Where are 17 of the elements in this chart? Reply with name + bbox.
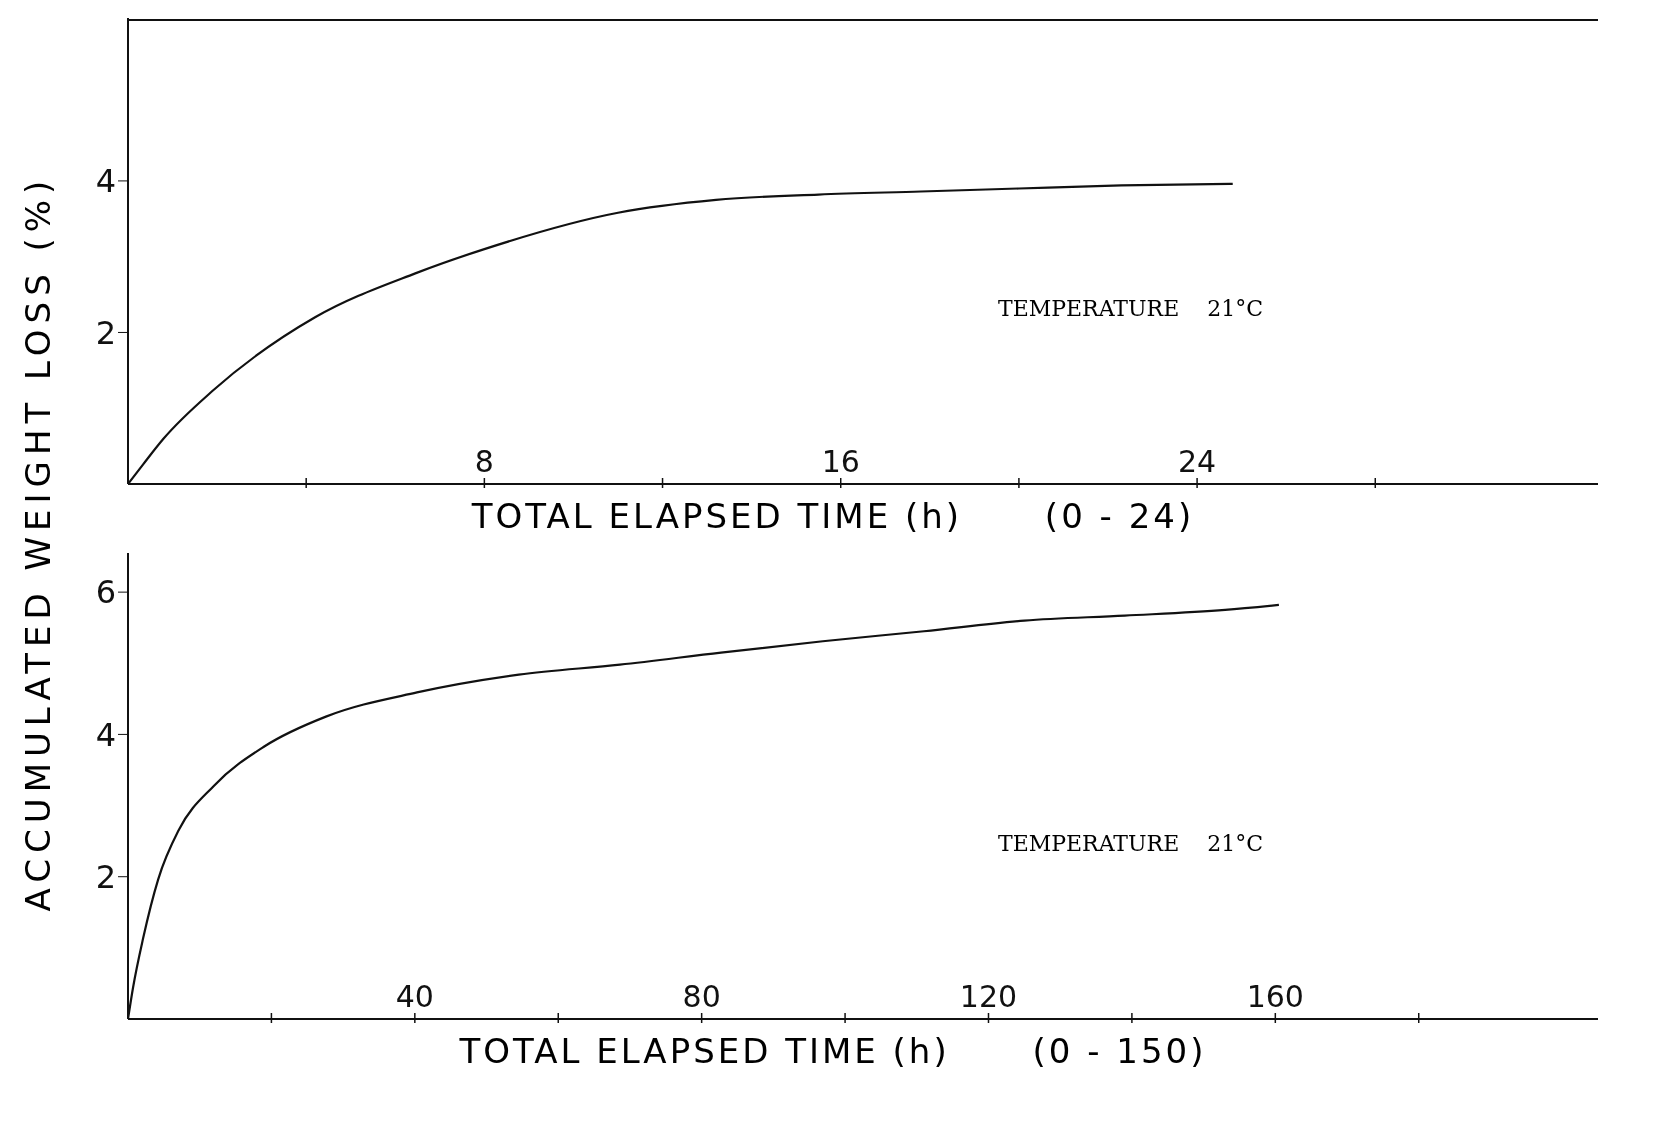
y-tick-label: 2 xyxy=(95,858,116,897)
x-tick-label: 160 xyxy=(1246,979,1304,1014)
x-tick-label: 40 xyxy=(395,979,434,1014)
x-tick-label: 16 xyxy=(821,444,860,479)
y-axis-title: ACCUMULATED WEIGHT LOSS (%) xyxy=(18,174,58,912)
x-tick-label: 24 xyxy=(1178,444,1217,479)
annotation: TEMPERATURE 21°C xyxy=(998,296,1264,321)
x-tick-label: 8 xyxy=(474,444,494,479)
x-tick-label: 80 xyxy=(682,979,721,1014)
annotation: TEMPERATURE 21°C xyxy=(998,831,1264,856)
x-axis-title: TOTAL ELAPSED TIME (h) (0 - 150) xyxy=(458,1031,1208,1071)
y-tick-label: 2 xyxy=(95,313,116,352)
x-axis-title: TOTAL ELAPSED TIME (h) (0 - 24) xyxy=(470,496,1196,536)
x-tick-label: 120 xyxy=(959,979,1018,1014)
y-tick-label: 4 xyxy=(95,162,116,201)
y-tick-label: 4 xyxy=(95,715,116,754)
y-tick-label: 6 xyxy=(95,573,116,612)
